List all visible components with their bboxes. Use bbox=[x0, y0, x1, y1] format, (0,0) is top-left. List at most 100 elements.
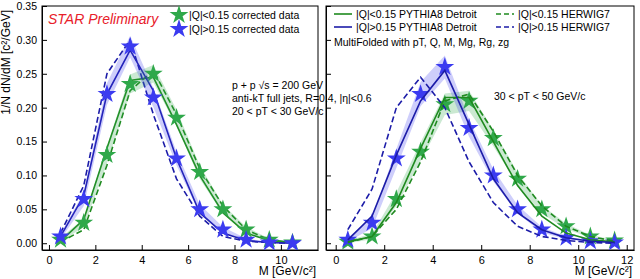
y-axis bbox=[326, 7, 331, 251]
x-tick-label: 0 bbox=[333, 254, 339, 266]
x-tick-mark bbox=[142, 245, 143, 250]
star-marker bbox=[98, 145, 117, 163]
y-tick-mark bbox=[326, 74, 331, 75]
y-tick-mark bbox=[42, 108, 47, 109]
x-tick-label: 2 bbox=[382, 254, 388, 266]
x-tick: 0 bbox=[46, 245, 52, 266]
plot-frame bbox=[326, 6, 634, 250]
panel: 0 2 4 6 8 10 12M [GeV/c²] |Q|<0.15 PYTHIA8 Detr… bbox=[326, 6, 635, 278]
plot-frame bbox=[42, 6, 318, 250]
x-tick-mark bbox=[627, 245, 628, 250]
star-marker bbox=[98, 84, 117, 102]
x-tick: 12 bbox=[621, 245, 633, 266]
star-marker bbox=[557, 228, 576, 246]
y-tick bbox=[326, 243, 331, 244]
star-marker bbox=[508, 199, 527, 217]
star-marker bbox=[121, 74, 140, 92]
x-tick-mark bbox=[235, 245, 236, 250]
annotation: 20 < pT < 30 GeV/c bbox=[232, 105, 323, 117]
legend-label: |Q|<0.15 PYTHIA8 Detroit bbox=[356, 8, 477, 20]
star-marker bbox=[484, 166, 503, 184]
y-tick bbox=[326, 108, 331, 109]
y-tick-label: 0.00 bbox=[17, 237, 38, 249]
star-marker bbox=[74, 189, 93, 207]
x-tick: 2 bbox=[382, 245, 388, 266]
series-line bbox=[348, 94, 615, 242]
legend-label: |Q|>0.15 PYTHIA8 Detroit bbox=[356, 21, 477, 33]
x-axis-title: M [GeV/c²] bbox=[575, 264, 632, 278]
x-axis: 0246810 bbox=[43, 245, 319, 266]
annotation: p + p √s = 200 GeV bbox=[232, 79, 323, 91]
y-tick-label: 0.10 bbox=[17, 169, 38, 181]
star-marker bbox=[121, 37, 140, 55]
x-tick-label: 6 bbox=[479, 254, 485, 266]
star-marker bbox=[51, 227, 70, 245]
x-tick-mark bbox=[188, 245, 189, 250]
y-tick-mark bbox=[42, 243, 47, 244]
x-tick: 8 bbox=[232, 245, 238, 266]
star-marker bbox=[190, 162, 209, 180]
x-tick: 8 bbox=[527, 245, 533, 266]
x-tick: 0 bbox=[333, 245, 339, 266]
star-marker bbox=[387, 149, 406, 167]
y-tick-label: 0.30 bbox=[17, 34, 38, 46]
star-marker bbox=[190, 199, 209, 217]
star-marker bbox=[460, 118, 479, 136]
plot-area bbox=[338, 55, 624, 250]
y-tick-mark bbox=[42, 74, 47, 75]
legend-symbol bbox=[334, 13, 352, 15]
x-tick-mark bbox=[336, 245, 337, 250]
y-tick-mark bbox=[326, 142, 331, 143]
star-marker bbox=[167, 108, 186, 126]
x-tick-mark bbox=[49, 245, 50, 250]
series-line bbox=[348, 77, 615, 243]
y-axis-title: 1/N dN/dM [c²/GeV] bbox=[0, 10, 13, 115]
legend-symbol bbox=[496, 13, 514, 15]
y-tick bbox=[326, 175, 331, 176]
x-tick-label: 4 bbox=[430, 254, 436, 266]
y-tick bbox=[326, 74, 331, 75]
y-tick-label: 0.05 bbox=[17, 203, 38, 215]
x-tick-mark bbox=[384, 245, 385, 250]
x-tick-label: 6 bbox=[186, 254, 192, 266]
y-tick-mark bbox=[326, 243, 331, 244]
y-tick-mark bbox=[42, 175, 47, 176]
series-line bbox=[348, 98, 615, 242]
x-axis-title: M [GeV/c²] bbox=[259, 264, 316, 278]
x-tick-label: 0 bbox=[46, 254, 52, 266]
legend-label: |Q|<0.15 corrected data bbox=[189, 9, 299, 21]
star-marker bbox=[260, 233, 279, 250]
legend: |Q|<0.15 PYTHIA8 Detroit|Q|<0.15 HERWIG7… bbox=[334, 8, 610, 33]
star-marker bbox=[283, 233, 302, 250]
legend: |Q|<0.15 corrected data|Q|>0.15 correcte… bbox=[170, 5, 300, 37]
x-tick-mark bbox=[281, 245, 282, 250]
star-marker bbox=[237, 230, 256, 248]
annotation: MultiFolded with pT, Q, M, Mg, Rg, zg bbox=[334, 36, 509, 48]
x-tick-label: 8 bbox=[232, 254, 238, 266]
uncertainty-band bbox=[61, 36, 293, 244]
y-tick-label: 0.15 bbox=[17, 135, 38, 147]
y-tick-label: 0.20 bbox=[17, 102, 38, 114]
y-tick-mark bbox=[326, 40, 331, 41]
x-tick: 6 bbox=[479, 245, 485, 266]
x-tick-mark bbox=[95, 245, 96, 250]
y-tick bbox=[326, 142, 331, 143]
y-tick-mark bbox=[326, 108, 331, 109]
legend-symbol bbox=[496, 26, 514, 28]
annotation: STAR Preliminary bbox=[48, 11, 159, 27]
x-tick-mark bbox=[578, 245, 579, 250]
uncertainty-band bbox=[348, 55, 615, 243]
y-tick bbox=[326, 40, 331, 41]
panel: 02468100.000.050.100.150.200.250.300.35M… bbox=[0, 0, 372, 278]
x-tick: 10 bbox=[573, 245, 585, 266]
star-marker bbox=[411, 142, 430, 160]
legend-symbol bbox=[170, 19, 189, 37]
y-tick-label: 0.35 bbox=[17, 0, 38, 12]
x-axis: 0 2 4 6 8 10 12 bbox=[327, 245, 635, 266]
series-line bbox=[348, 70, 615, 242]
x-tick: 4 bbox=[139, 245, 145, 266]
star-marker bbox=[213, 220, 232, 238]
uncertainty-band bbox=[348, 91, 615, 244]
x-tick-mark bbox=[433, 245, 434, 250]
x-tick: 4 bbox=[430, 245, 436, 266]
